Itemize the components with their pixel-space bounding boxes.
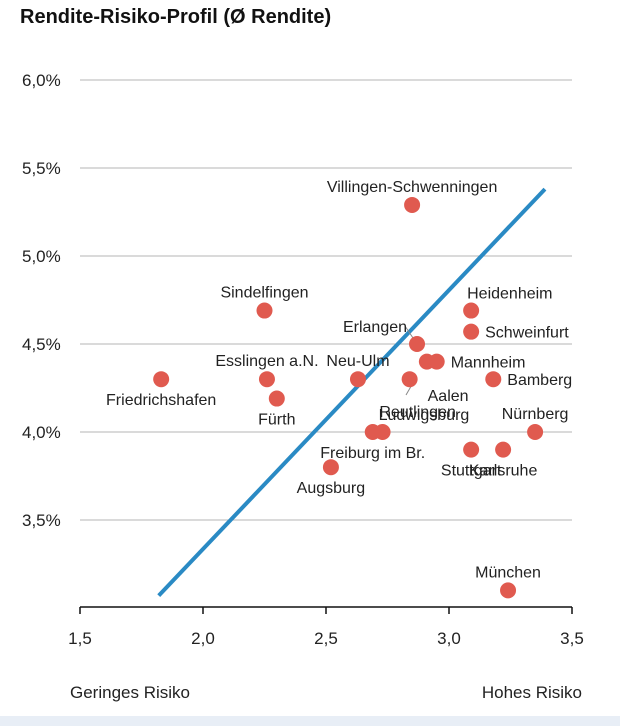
data-point	[463, 441, 480, 458]
point-label: Esslingen a.N.	[215, 353, 318, 370]
data-point	[463, 302, 480, 319]
data-point	[256, 302, 273, 319]
data-point	[463, 323, 480, 340]
x-tick-label: 3,0	[437, 629, 461, 648]
point-label: Freiburg im Br.	[320, 445, 425, 462]
point-label: Reutlingen	[379, 404, 456, 421]
data-point	[401, 371, 418, 388]
point-label: Aalen	[428, 388, 469, 405]
point-label: Sindelfingen	[220, 285, 308, 302]
data-point	[404, 196, 421, 213]
point-label: Neu-Ulm	[326, 353, 389, 370]
x-tick-label: 1,5	[68, 629, 92, 648]
point-label: Ludwigsburg	[379, 407, 470, 424]
data-point	[268, 390, 285, 407]
data-point	[500, 582, 517, 599]
x-tick-label: 3,5	[560, 629, 584, 648]
point-label: Stuttgart	[441, 463, 502, 480]
leader-line	[404, 325, 414, 339]
point-label: Karlsruhe	[469, 463, 538, 480]
bottom-strip	[0, 716, 620, 726]
x-tick-label: 2,0	[191, 629, 215, 648]
data-point	[495, 441, 512, 458]
point-label: Mannheim	[451, 355, 526, 372]
data-point	[349, 371, 366, 388]
point-label: Friedrichshafen	[106, 392, 216, 409]
data-point	[409, 336, 426, 352]
data-point	[527, 424, 544, 440]
data-point	[322, 459, 339, 476]
x-tick-label: 2,5	[314, 629, 338, 648]
data-point	[153, 371, 170, 388]
x-axis-right-label: Hohes Risiko	[481, 683, 582, 702]
data-point	[364, 424, 381, 440]
y-tick-label: 5,5%	[22, 159, 61, 178]
y-tick-label: 4,0%	[22, 423, 61, 442]
point-label: Fürth	[258, 412, 295, 429]
point-label: Nürnberg	[502, 406, 569, 423]
y-tick-label: 3,5%	[22, 511, 61, 530]
data-point	[418, 353, 435, 370]
point-label: Erlangen	[343, 319, 407, 336]
y-tick-label: 5,0%	[22, 247, 61, 266]
point-label: Schweinfurt	[485, 325, 569, 342]
trend-line	[157, 187, 547, 598]
data-point	[258, 371, 275, 388]
point-label: Villingen-Schwenningen	[327, 179, 498, 196]
point-label: München	[475, 564, 541, 581]
point-label: Bamberg	[507, 372, 572, 389]
point-label: Heidenheim	[467, 286, 552, 303]
y-tick-label: 6,0%	[22, 71, 61, 90]
x-axis-left-label: Geringes Risiko	[70, 683, 190, 702]
y-tick-label: 4,5%	[22, 335, 61, 354]
chart-title: Rendite-Risiko-Profil (Ø Rendite)	[20, 6, 332, 28]
point-label: Augsburg	[297, 480, 366, 497]
data-point	[485, 371, 502, 388]
